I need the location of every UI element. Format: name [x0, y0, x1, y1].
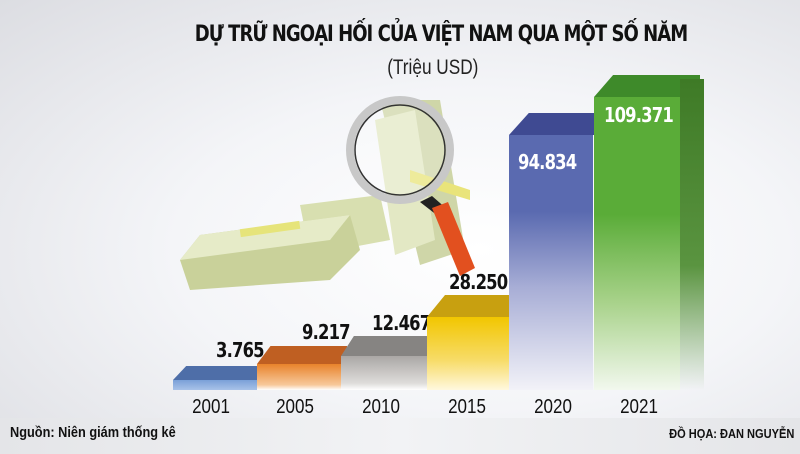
chart-subtitle: (Triệu USD): [387, 56, 479, 79]
bar-2010: [341, 336, 427, 390]
chart-title: DỰ TRỮ NGOẠI HỐI CỦA VIỆT NAM QUA MỘT SỐ…: [194, 22, 688, 47]
bar-value-2020: 94.834: [518, 150, 577, 174]
bar-value-2005: 9.217: [302, 320, 351, 344]
bar-2005: [257, 346, 347, 390]
bar-2021: [594, 75, 704, 390]
bar-value-2001: 3.765: [216, 338, 265, 362]
graphic-credit: ĐỒ HỌA: ĐAN NGUYỄN: [668, 426, 794, 441]
source-note: Nguồn: Niên giám thống kê: [10, 424, 176, 441]
x-label-2010: 2010: [362, 396, 400, 418]
money-stack-magnifier-illustration: [180, 96, 475, 290]
magnifier-icon: [346, 96, 475, 276]
x-label-2015: 2015: [448, 396, 486, 418]
bar-2001: [173, 366, 261, 390]
x-label-2021: 2021: [620, 396, 658, 418]
x-label-2005: 2005: [276, 396, 314, 418]
bar-value-2021: 109.371: [604, 103, 674, 127]
bar-value-2010: 12.467: [372, 311, 431, 335]
footer-band: [0, 418, 800, 454]
x-label-2001: 2001: [192, 396, 230, 418]
bar-2020: [509, 113, 599, 390]
bar-value-2015: 28.250: [449, 270, 508, 294]
x-label-2020: 2020: [534, 396, 572, 418]
